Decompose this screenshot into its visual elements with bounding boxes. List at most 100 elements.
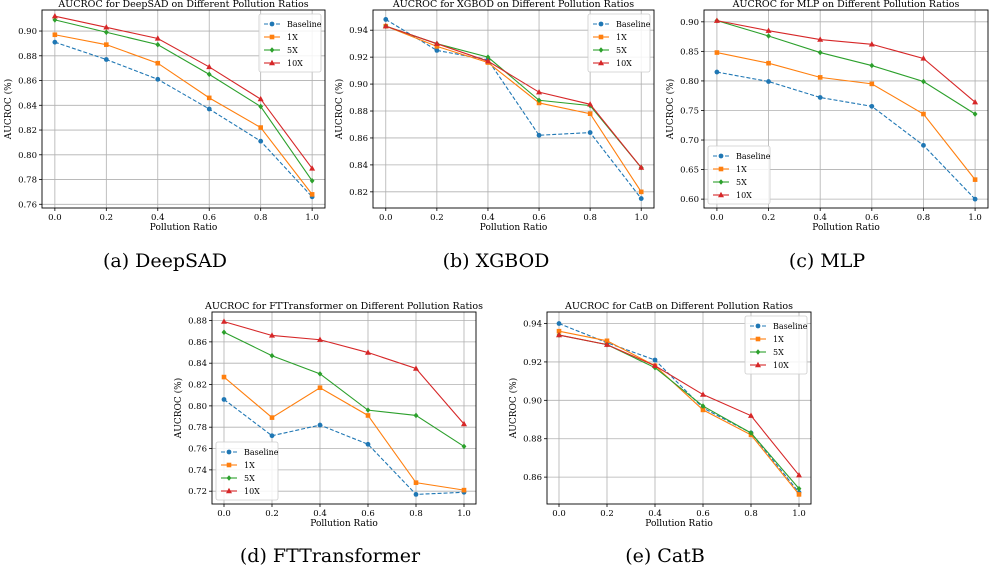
x-tick-label: 1.0 <box>634 213 648 223</box>
data-point <box>434 48 440 53</box>
legend-marker <box>269 47 275 53</box>
legend-label: 10X <box>287 59 303 68</box>
x-tick-label: 0.4 <box>481 213 495 223</box>
y-tick-label: 0.82 <box>349 188 368 198</box>
legend-marker <box>226 449 232 455</box>
data-point <box>714 69 720 75</box>
y-tick-label: 0.80 <box>188 402 207 412</box>
series-line <box>716 20 976 115</box>
data-point <box>587 101 594 107</box>
y-tick-label: 0.90 <box>680 18 699 28</box>
data-point <box>921 111 926 117</box>
data-point <box>257 95 264 102</box>
series-10x <box>51 12 316 171</box>
data-point <box>817 36 824 42</box>
caption-catb: (e) CatB <box>625 545 705 567</box>
data-point <box>536 88 543 95</box>
data-point <box>921 142 926 148</box>
chart-xgbod: AUCROC for XGBOD on Different Pollution … <box>334 0 655 233</box>
legend-marker <box>598 47 604 53</box>
legend-marker <box>755 323 761 329</box>
data-point <box>269 352 275 359</box>
legend-marker <box>226 475 232 481</box>
data-point <box>52 17 58 23</box>
data-point <box>817 75 823 80</box>
data-point <box>365 349 371 355</box>
data-point <box>461 420 467 427</box>
data-point <box>433 40 440 46</box>
data-point <box>309 165 316 171</box>
data-point <box>972 196 978 202</box>
data-point <box>817 49 823 56</box>
legend-label: 5X <box>736 178 747 187</box>
series-1x <box>52 32 315 197</box>
data-point <box>413 492 419 497</box>
y-tick-label: 0.76 <box>188 445 207 455</box>
data-point <box>365 441 371 447</box>
x-tick-label: 1.0 <box>305 213 319 223</box>
data-point <box>365 407 371 413</box>
y-tick-label: 0.92 <box>523 358 542 368</box>
legend: Baseline 1X 5X 10X <box>587 13 651 73</box>
series-baseline <box>383 17 644 201</box>
data-point <box>556 331 562 338</box>
x-tick-label: 0.6 <box>865 213 879 223</box>
data-point <box>700 391 706 397</box>
data-point <box>652 362 658 368</box>
y-tick-label: 0.74 <box>188 466 207 476</box>
x-tick-label: 0.6 <box>361 509 375 519</box>
data-point <box>766 60 771 66</box>
y-tick-label: 0.86 <box>188 338 207 348</box>
y-tick-label: 0.65 <box>680 166 699 176</box>
x-tick-label: 0.4 <box>813 213 827 223</box>
x-tick-label: 0.2 <box>762 213 776 223</box>
data-point <box>652 357 658 363</box>
data-point <box>269 332 275 338</box>
data-point <box>154 35 161 41</box>
data-point <box>796 492 802 497</box>
data-point <box>972 111 978 117</box>
series-line <box>54 19 313 182</box>
chart-panel-catb: AUCROC for CatB on Different Pollution R… <box>505 292 825 532</box>
caption-mlp: (c) MLP <box>788 250 866 272</box>
data-point <box>638 189 644 195</box>
legend-marker <box>718 191 724 198</box>
data-point <box>103 29 109 36</box>
y-axis-label: AUCROC (%) <box>508 378 519 439</box>
legend-label: 1X <box>244 461 255 470</box>
legend-marker <box>718 179 724 185</box>
chart-title: AUCROC for CatB on Different Pollution R… <box>564 301 793 312</box>
data-point <box>713 17 720 23</box>
legend-label: 5X <box>616 46 627 55</box>
legend: Baseline 1X 5X 10X <box>744 315 808 375</box>
data-point <box>206 63 213 70</box>
series-line <box>716 20 976 103</box>
series-5x <box>221 329 467 450</box>
y-tick-label: 0.86 <box>523 473 542 483</box>
data-point <box>155 76 161 82</box>
series-10x <box>382 22 645 170</box>
x-tick-label: 0.2 <box>600 509 614 519</box>
legend-marker <box>226 487 232 494</box>
legend-label: 10X <box>616 59 632 68</box>
y-tick-label: 0.86 <box>349 134 368 144</box>
y-axis-label: AUCROC (%) <box>665 79 676 140</box>
series-1x <box>714 50 978 182</box>
data-point <box>869 103 875 109</box>
data-point <box>868 41 875 47</box>
chart-fttransformer: AUCROC for FTTransformer on Different Po… <box>173 301 483 529</box>
data-point <box>700 407 706 413</box>
x-tick-label: 0.6 <box>532 213 546 223</box>
legend-box <box>744 315 808 375</box>
series-line <box>223 376 465 491</box>
data-point <box>206 71 212 78</box>
data-point <box>269 433 275 439</box>
x-tick-label: 1.0 <box>457 509 471 519</box>
x-tick-label: 0.2 <box>430 213 444 223</box>
y-tick-label: 0.94 <box>523 320 542 330</box>
data-point <box>766 33 771 39</box>
data-point <box>309 177 315 184</box>
x-tick-label: 0.0 <box>552 509 566 519</box>
data-point <box>382 22 389 29</box>
plot-frame <box>211 311 477 505</box>
